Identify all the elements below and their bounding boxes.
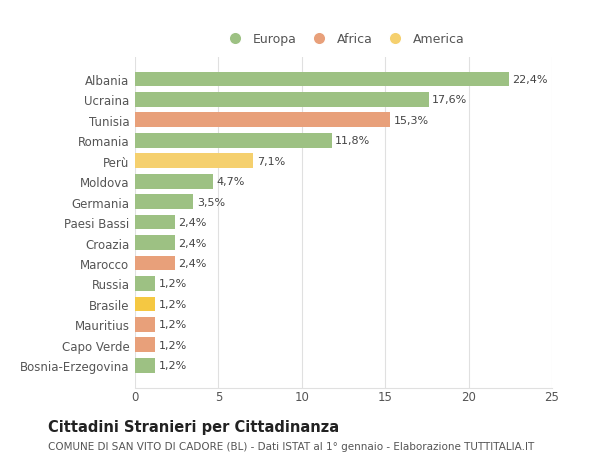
Bar <box>135 134 332 148</box>
Text: 7,1%: 7,1% <box>257 157 285 166</box>
Text: 11,8%: 11,8% <box>335 136 370 146</box>
Text: 15,3%: 15,3% <box>394 116 428 126</box>
Bar <box>135 297 155 312</box>
Bar <box>135 154 253 169</box>
Text: 2,4%: 2,4% <box>178 218 207 228</box>
Text: Cittadini Stranieri per Cittadinanza: Cittadini Stranieri per Cittadinanza <box>48 419 339 434</box>
Bar <box>135 235 175 250</box>
Text: 1,2%: 1,2% <box>158 360 187 370</box>
Text: COMUNE DI SAN VITO DI CADORE (BL) - Dati ISTAT al 1° gennaio - Elaborazione TUTT: COMUNE DI SAN VITO DI CADORE (BL) - Dati… <box>48 441 534 451</box>
Text: 1,2%: 1,2% <box>158 299 187 309</box>
Bar <box>135 317 155 332</box>
Bar <box>135 113 390 128</box>
Bar <box>135 338 155 353</box>
Text: 1,2%: 1,2% <box>158 340 187 350</box>
Text: 4,7%: 4,7% <box>217 177 245 187</box>
Text: 2,4%: 2,4% <box>178 258 207 269</box>
Legend: Europa, Africa, America: Europa, Africa, America <box>220 31 467 49</box>
Bar <box>135 256 175 271</box>
Bar <box>135 215 175 230</box>
Text: 1,2%: 1,2% <box>158 319 187 330</box>
Text: 1,2%: 1,2% <box>158 279 187 289</box>
Bar <box>135 195 193 210</box>
Text: 22,4%: 22,4% <box>512 75 547 85</box>
Bar <box>135 174 214 189</box>
Bar <box>135 358 155 373</box>
Bar <box>135 73 509 87</box>
Text: 3,5%: 3,5% <box>197 197 225 207</box>
Bar <box>135 276 155 291</box>
Text: 2,4%: 2,4% <box>178 238 207 248</box>
Text: 17,6%: 17,6% <box>432 95 467 105</box>
Bar <box>135 93 428 107</box>
